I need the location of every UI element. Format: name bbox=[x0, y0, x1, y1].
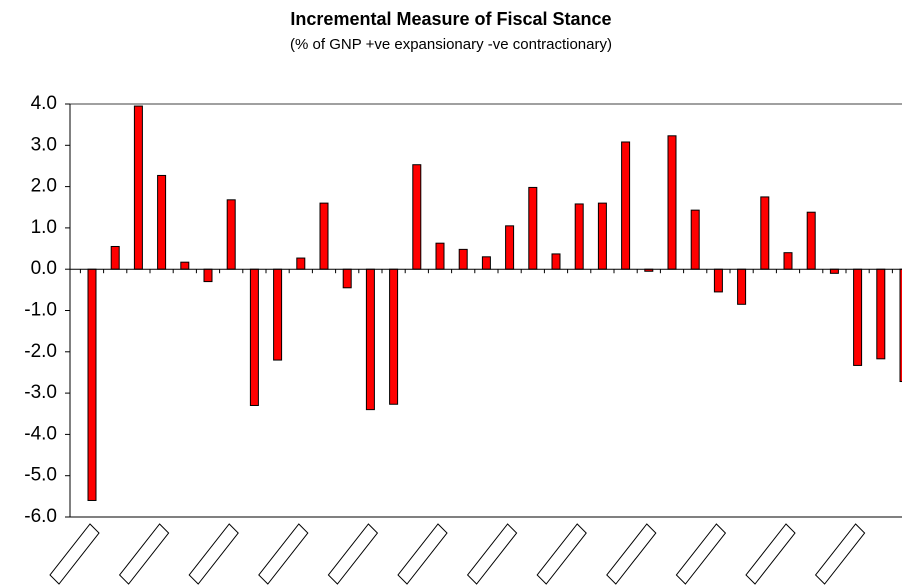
y-tick-label: -2.0 bbox=[24, 341, 57, 362]
bar bbox=[597, 202, 607, 270]
x-label-box bbox=[675, 523, 727, 585]
x-label-box bbox=[536, 523, 587, 585]
bar bbox=[133, 105, 143, 270]
y-tick-label: 0.0 bbox=[31, 258, 57, 279]
bar bbox=[667, 135, 677, 270]
bar bbox=[690, 209, 700, 270]
bar bbox=[853, 268, 863, 366]
y-tick-label: 4.0 bbox=[31, 93, 57, 114]
bar bbox=[505, 225, 515, 270]
bar bbox=[389, 268, 399, 405]
bar bbox=[87, 268, 97, 501]
x-label-box bbox=[466, 523, 518, 585]
bar bbox=[249, 268, 259, 406]
bar bbox=[783, 252, 793, 270]
bar bbox=[574, 203, 584, 270]
x-label-box bbox=[606, 523, 657, 585]
y-tick-label: -5.0 bbox=[24, 465, 57, 486]
bar bbox=[157, 174, 167, 270]
bar bbox=[342, 268, 352, 289]
bar bbox=[319, 202, 329, 270]
bar bbox=[621, 141, 631, 270]
bar bbox=[226, 199, 236, 270]
bar bbox=[481, 256, 491, 270]
x-label-box bbox=[49, 523, 100, 585]
x-label-box bbox=[397, 523, 448, 585]
y-tick-label: 2.0 bbox=[31, 176, 57, 197]
bar bbox=[737, 268, 747, 305]
bar bbox=[876, 268, 886, 360]
bar bbox=[435, 242, 445, 270]
bar bbox=[412, 164, 422, 270]
y-tick-label: -4.0 bbox=[24, 423, 57, 444]
y-tick-label: -6.0 bbox=[24, 506, 57, 527]
bar bbox=[528, 186, 538, 270]
bar bbox=[713, 268, 723, 293]
x-label-box bbox=[814, 523, 866, 585]
y-tick-label: -3.0 bbox=[24, 382, 57, 403]
bar bbox=[829, 268, 839, 274]
y-tick-label: 3.0 bbox=[31, 134, 57, 155]
bar bbox=[273, 268, 283, 361]
bar bbox=[110, 245, 120, 270]
bar bbox=[296, 257, 306, 270]
bar bbox=[899, 268, 902, 383]
bar bbox=[806, 211, 816, 270]
y-tick-label: 1.0 bbox=[31, 217, 57, 238]
bar bbox=[760, 196, 770, 270]
bar bbox=[551, 253, 561, 270]
x-label-box bbox=[118, 523, 170, 585]
x-label-box bbox=[258, 523, 309, 585]
bar bbox=[365, 268, 375, 411]
y-tick-label: -1.0 bbox=[24, 300, 57, 321]
chart-subtitle: (% of GNP +ve expansionary -ve contracti… bbox=[290, 36, 612, 53]
chart-title: Incremental Measure of Fiscal Stance bbox=[290, 9, 611, 29]
bar bbox=[203, 268, 213, 283]
x-label-box bbox=[188, 523, 239, 585]
bar bbox=[180, 261, 190, 270]
x-label-box bbox=[745, 523, 796, 585]
x-label-box bbox=[327, 523, 379, 585]
bar bbox=[458, 248, 468, 270]
